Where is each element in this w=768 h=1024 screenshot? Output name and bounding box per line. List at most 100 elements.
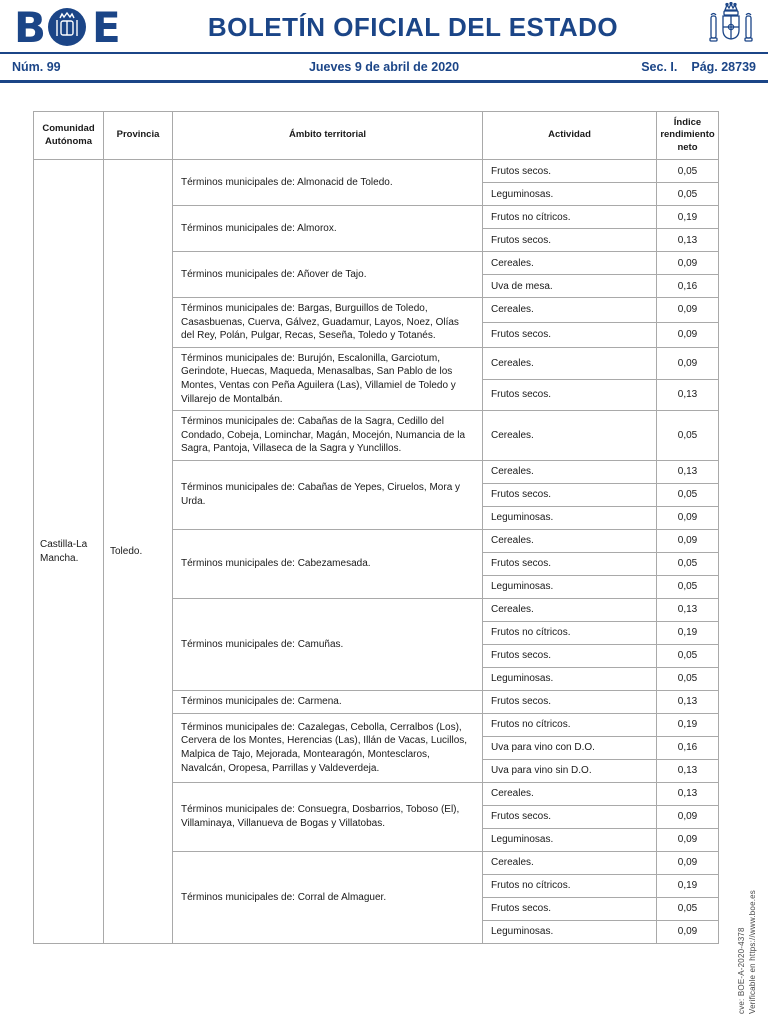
indice-cell: 0,16	[656, 735, 719, 760]
indice-cell: 0,05	[656, 551, 719, 576]
col-header-comunidad: Comunidad Autónoma	[33, 110, 104, 161]
actividad-cell: Frutos secos.	[482, 689, 657, 714]
indice-cell: 0,05	[656, 666, 719, 691]
actividad-cell: Cereales.	[482, 459, 657, 484]
indice-cell: 0,13	[656, 597, 719, 622]
actividad-cell: Cereales.	[482, 346, 657, 380]
col-header-ambito: Ámbito territorial	[172, 110, 483, 161]
ambito-cell: Términos municipales de: Almorox.	[172, 205, 483, 253]
indice-cell: 0,19	[656, 873, 719, 898]
page-title: BOLETÍN OFICIAL DEL ESTADO	[207, 11, 619, 42]
ambito-cell: Términos municipales de: Bargas, Burguil…	[172, 297, 483, 348]
ambito-cell: Términos municipales de: Camuñas.	[172, 597, 483, 691]
indice-cell: 0,13	[656, 758, 719, 783]
actividad-cell: Frutos secos.	[482, 321, 657, 348]
actividad-cell: Leguminosas.	[482, 666, 657, 691]
indice-cell: 0,05	[656, 643, 719, 668]
ambito-cell: Términos municipales de: Cazalegas, Cebo…	[172, 712, 483, 783]
boe-logo: B E	[14, 6, 134, 48]
table-row: Frutos secos. 0,05	[34, 643, 719, 668]
actividad-cell: Cereales.	[482, 410, 657, 461]
indice-cell: 0,09	[656, 850, 719, 875]
ambito-cell: Términos municipales de: Burujón, Escalo…	[172, 346, 483, 412]
section-page: Sec. I. Pág. 28739	[641, 60, 756, 74]
table-row: Términos municipales de: Añover de Tajo.…	[34, 251, 719, 299]
indice-cell: 0,09	[656, 346, 719, 380]
actividad-cell: Leguminosas.	[482, 574, 657, 599]
masthead-divider	[0, 52, 768, 54]
table-row: Términos municipales de: Camuñas. Cereale…	[34, 597, 719, 691]
indice-cell: 0,09	[656, 251, 719, 276]
indice-cell: 0,05	[656, 159, 719, 184]
table-row: Uva para vino sin D.O. 0,13	[34, 758, 719, 783]
table-row: Términos municipales de: Carmena. Frutos …	[34, 689, 719, 714]
actividad-cell: Frutos secos.	[482, 228, 657, 253]
verificable-note: Verificable en https://www.boe.es	[748, 890, 757, 1014]
ambito-cell: Términos municipales de: Carmena.	[172, 689, 483, 714]
table-row: Leguminosas. 0,05	[34, 182, 719, 207]
table-row: Leguminosas. 0,09	[34, 505, 719, 530]
page-number: Pág. 28739	[691, 60, 756, 74]
actividad-cell: Cereales.	[482, 251, 657, 276]
indice-cell: 0,05	[656, 182, 719, 207]
col-header-indice: Índice rendimiento neto	[656, 110, 719, 161]
table-row: Frutos secos. 0,13	[34, 378, 719, 412]
actividad-cell: Leguminosas.	[482, 827, 657, 852]
actividad-cell: Frutos no cítricos.	[482, 205, 657, 230]
issue-meta-row: Núm. 99 Jueves 9 de abril de 2020 Sec. I…	[0, 54, 768, 80]
ambito-cell: Términos municipales de: Corral de Almag…	[172, 850, 483, 944]
indice-cell: 0,13	[656, 378, 719, 412]
table-row: Términos municipales de: Cabañas de Yepe…	[34, 459, 719, 530]
indice-cell: 0,05	[656, 410, 719, 461]
indice-cell: 0,13	[656, 228, 719, 253]
table-row: Términos municipales de: Almorox. Frutos …	[34, 205, 719, 253]
indice-cell: 0,09	[656, 528, 719, 553]
col-header-actividad: Actividad	[482, 110, 657, 161]
actividad-cell: Cereales.	[482, 528, 657, 553]
table-row: Términos municipales de: Corral de Almag…	[34, 850, 719, 944]
actividad-cell: Frutos secos.	[482, 482, 657, 507]
actividad-cell: Frutos no cítricos.	[482, 712, 657, 737]
indice-cell: 0,13	[656, 459, 719, 484]
indice-cell: 0,19	[656, 205, 719, 230]
table-row: Castilla-La Mancha. Toledo. Términos munic…	[33, 159, 719, 944]
actividad-cell: Frutos secos.	[482, 378, 657, 412]
indice-cell: 0,09	[656, 505, 719, 530]
actividad-cell: Frutos secos.	[482, 159, 657, 184]
spain-coat-of-arms-icon	[698, 2, 754, 52]
indice-cell: 0,09	[656, 919, 719, 944]
table-row: Términos municipales de: Bargas, Burguil…	[34, 297, 719, 348]
actividad-cell: Frutos secos.	[482, 896, 657, 921]
table-row: Leguminosas. 0,05	[34, 666, 719, 691]
table-row: Leguminosas. 0,09	[34, 919, 719, 944]
actividad-cell: Cereales.	[482, 297, 657, 323]
table-row: Frutos secos. 0,13	[34, 228, 719, 253]
indice-cell: 0,13	[656, 689, 719, 714]
actividad-cell: Leguminosas.	[482, 182, 657, 207]
actividad-cell: Frutos no cítricos.	[482, 873, 657, 898]
table-row: Uva de mesa. 0,16	[34, 274, 719, 299]
indice-cell: 0,09	[656, 804, 719, 829]
actividad-cell: Uva para vino sin D.O.	[482, 758, 657, 783]
ambito-cell: Términos municipales de: Cabañas de Yepe…	[172, 459, 483, 530]
table-row: Términos municipales de: Cazalegas, Cebo…	[34, 712, 719, 783]
table-row: Términos municipales de: Cabañas de la S…	[34, 410, 719, 461]
ambito-cell: Términos municipales de: Cabezamesada.	[172, 528, 483, 599]
indice-cell: 0,05	[656, 896, 719, 921]
table-container: Comunidad Autónoma Provincia Ámbito terr…	[33, 110, 719, 944]
actividad-cell: Cereales.	[482, 850, 657, 875]
table-row: Términos municipales de: Consuegra, Dosb…	[34, 781, 719, 852]
rendimiento-table: Comunidad Autónoma Provincia Ámbito terr…	[33, 110, 719, 944]
ambito-cell: Términos municipales de: Añover de Tajo.	[172, 251, 483, 299]
indice-cell: 0,09	[656, 321, 719, 348]
col-header-provincia: Provincia	[103, 110, 173, 161]
svg-text:B: B	[14, 6, 46, 48]
table-row: Frutos secos. 0,09	[34, 321, 719, 348]
indice-cell: 0,19	[656, 712, 719, 737]
section-label: Sec. I.	[641, 60, 678, 74]
cve-code: cve: BOE-A-2020-4378	[737, 927, 746, 1014]
ambito-cell: Términos municipales de: Cabañas de la S…	[172, 410, 483, 461]
actividad-cell: Cereales.	[482, 781, 657, 806]
actividad-cell: Cereales.	[482, 597, 657, 622]
